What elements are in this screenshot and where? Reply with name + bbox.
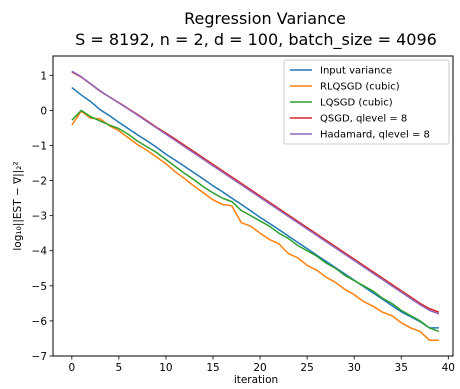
x-tick-label: 20 [253,362,266,374]
legend-label-4: Hadamard, qlevel = 8 [320,130,430,141]
series-layer [71,70,440,341]
legend-label-2: LQSGD (cubic) [320,98,393,109]
x-tick-label: 40 [442,362,455,374]
x-tick-label: 25 [300,362,313,374]
series-line-2 [71,109,440,333]
x-tick-label: 5 [116,362,123,374]
legend: Input variance RLQSGD (cubic) LQSGD (cubic… [283,59,450,145]
chart-subtitle: S = 8192, n = 2, d = 100, batch_size = 4… [75,30,437,50]
legend-frame [283,59,450,145]
series-line-1 [71,110,439,341]
x-tick-label: 10 [159,362,172,374]
x-tick-label: 0 [68,362,75,374]
legend-label-0: Input variance [320,66,392,77]
x-tick-label: 30 [347,362,360,374]
legend-label-1: RLQSGD (cubic) [320,82,400,93]
y-tick-label: −1 [32,140,47,152]
y-tick-label: −7 [32,351,47,363]
series-line-4 [71,70,440,315]
y-tick-label: −5 [32,281,47,293]
y-axis-label: log₁₀||EST − ∇||₂² [12,161,24,250]
x-tick-label: 15 [206,362,219,374]
x-axis-label: iteration [234,374,278,386]
chart-title: Regression Variance [184,9,346,28]
plot-area-frame [52,55,454,357]
x-tick-label: 35 [395,362,408,374]
legend-label-3: QSGD, qlevel = 8 [320,114,407,125]
y-tick-label: −3 [32,211,47,223]
series-line-0 [71,86,439,329]
y-tick-label: 0 [40,105,47,117]
y-tick-label: −6 [32,316,48,328]
y-tick-label: −2 [32,176,47,188]
y-tick-label: −4 [32,246,48,258]
y-tick-label: 1 [40,70,47,82]
